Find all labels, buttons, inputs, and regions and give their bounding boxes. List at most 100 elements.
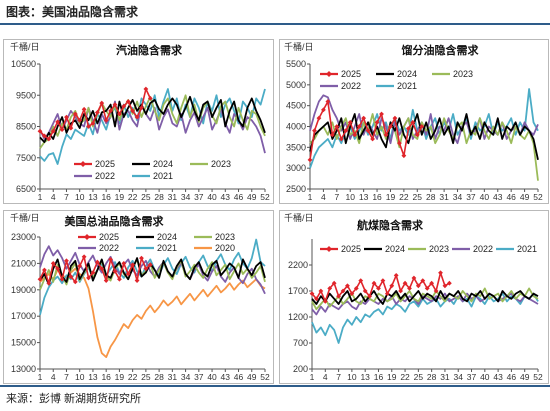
x-tick-label: 37	[194, 372, 204, 382]
data-point-2025	[388, 124, 393, 129]
series-line-2024	[311, 290, 539, 305]
y-tick-label: 5000	[286, 80, 306, 90]
chart-title: 航煤隐含需求	[357, 218, 424, 232]
x-tick-label: 49	[247, 372, 257, 382]
data-point-2025	[442, 283, 448, 289]
legend-label-2025: 2025	[341, 69, 361, 79]
data-point-2025	[130, 108, 136, 114]
x-tick-label: 31	[168, 192, 178, 202]
legend-label-2022: 2022	[95, 171, 115, 181]
legend-label-2023: 2023	[211, 159, 231, 169]
legend-marker-2025	[80, 161, 86, 167]
y-tick-label: 4500	[286, 101, 306, 111]
data-point-2025	[55, 266, 61, 272]
data-point-2025	[314, 296, 319, 302]
data-point-2025	[86, 275, 91, 281]
data-point-2025	[407, 286, 412, 291]
y-tick-label: 13000	[11, 364, 36, 374]
x-tick-label: 34	[454, 372, 464, 382]
legend-label-2025: 2025	[341, 244, 361, 254]
data-point-2025	[420, 278, 426, 283]
chart-panel-total-products: 13000 15000 17000 19000 21000 23000 1 4 7 10 13 16 1…	[3, 210, 274, 384]
x-tick-label: 7	[334, 192, 339, 202]
data-point-2025	[90, 270, 96, 276]
x-tick-label: 37	[467, 372, 477, 382]
data-point-2025	[112, 102, 118, 108]
data-point-2025	[59, 127, 65, 133]
legend-label-2020: 2020	[215, 243, 235, 253]
legend-label-2022: 2022	[473, 244, 493, 254]
data-point-2025	[410, 119, 416, 125]
x-tick-label: 22	[400, 372, 410, 382]
x-tick-label: 13	[360, 372, 370, 382]
x-tick-label: 7	[336, 372, 341, 382]
series-line-2022	[39, 245, 266, 295]
x-tick-label: 1	[38, 192, 43, 202]
y-tick-label: 2200	[288, 260, 308, 270]
x-tick-label: 40	[207, 372, 217, 382]
x-tick-label: 19	[386, 192, 396, 202]
jet-fuel-demand-chart: 200 700 1200 1700 2200 1 4 7 10 13 16 19 22 25 28 31 34 3…	[284, 212, 543, 382]
data-point-2025	[424, 286, 430, 291]
data-point-2025	[46, 136, 52, 142]
data-point-2025	[393, 273, 399, 278]
chart-title: 馏分油隐含需求	[402, 43, 480, 57]
x-tick-label: 4	[323, 372, 328, 382]
x-tick-label: 28	[154, 192, 164, 202]
y-tick-label: 7500	[16, 153, 36, 163]
legend-label-2024: 2024	[157, 232, 177, 242]
data-point-2025	[77, 117, 83, 123]
legend-marker-2025	[326, 246, 332, 252]
chart-title: 美国总油品隐含需求	[65, 214, 165, 228]
data-point-2025	[125, 271, 131, 277]
y-tick-label: 200	[293, 364, 308, 374]
x-tick-label: 1	[38, 372, 43, 382]
data-point-2025	[325, 99, 331, 104]
x-tick-label: 52	[533, 192, 543, 202]
legend-label-2021: 2021	[153, 171, 173, 181]
x-tick-label: 31	[439, 192, 449, 202]
data-point-2025	[352, 132, 358, 138]
x-tick-label: 43	[221, 372, 231, 382]
data-point-2025	[64, 114, 69, 120]
data-point-2025	[108, 108, 113, 114]
x-tick-label: 52	[533, 372, 543, 382]
data-point-2025	[361, 115, 367, 121]
y-tick-label: 17000	[11, 311, 36, 321]
data-point-2025	[374, 119, 380, 125]
gasoline-demand-chart: 6500 7500 8500 9500 10500 1 4 7 10 13 16 19 22 25 28 31…	[10, 41, 270, 202]
x-tick-label: 52	[260, 372, 270, 382]
legend-marker-2025	[84, 234, 90, 240]
chart-panel-distillate: 2500 3000 3500 4000 4500 5000 5500 1 4 7 10 13 16 19 2…	[279, 39, 549, 204]
data-point-2025	[50, 261, 56, 266]
x-tick-label: 10	[75, 192, 85, 202]
data-point-2025	[81, 106, 87, 112]
x-tick-label: 34	[181, 372, 191, 382]
legend-label-2022: 2022	[99, 243, 119, 253]
y-tick-label: 4000	[286, 122, 306, 132]
series-line-2024	[39, 95, 266, 143]
data-point-2025	[94, 259, 100, 265]
data-point-2025	[405, 126, 411, 131]
data-point-2025	[117, 111, 122, 117]
legend-label-2024: 2024	[397, 69, 417, 79]
data-point-2025	[86, 124, 91, 129]
x-tick-label: 22	[399, 192, 409, 202]
data-point-2025	[112, 268, 118, 274]
legend-label-2021: 2021	[157, 243, 177, 253]
data-point-2025	[309, 291, 315, 296]
data-point-2025	[139, 255, 144, 261]
x-tick-label: 7	[64, 192, 69, 202]
chart-title: 汽油隐含需求	[116, 43, 183, 57]
data-point-2025	[316, 115, 322, 121]
x-tick-label: 16	[374, 372, 384, 382]
y-tick-label: 5500	[286, 59, 306, 69]
data-point-2025	[37, 128, 43, 134]
x-tick-label: 13	[359, 192, 369, 202]
x-tick-label: 10	[75, 372, 85, 382]
data-point-2025	[72, 111, 78, 117]
data-point-2025	[50, 128, 56, 134]
data-point-2025	[334, 124, 340, 129]
legend-label-2025: 2025	[99, 232, 119, 242]
